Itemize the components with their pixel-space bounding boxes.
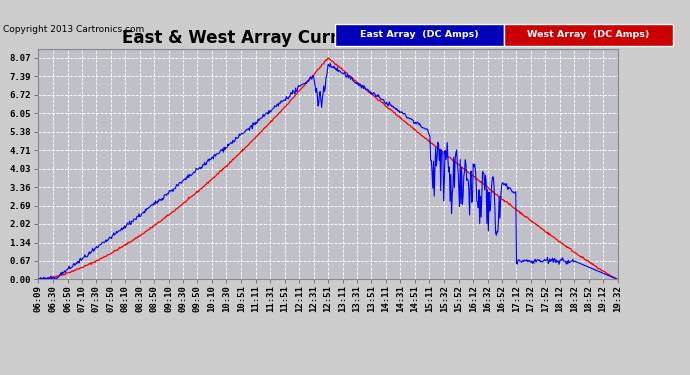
Text: Copyright 2013 Cartronics.com: Copyright 2013 Cartronics.com: [3, 25, 145, 34]
Text: West Array  (DC Amps): West Array (DC Amps): [527, 30, 649, 39]
Text: East Array  (DC Amps): East Array (DC Amps): [359, 30, 479, 39]
Title: East & West Array Current Tue Apr 16 19:35: East & West Array Current Tue Apr 16 19:…: [122, 29, 533, 47]
